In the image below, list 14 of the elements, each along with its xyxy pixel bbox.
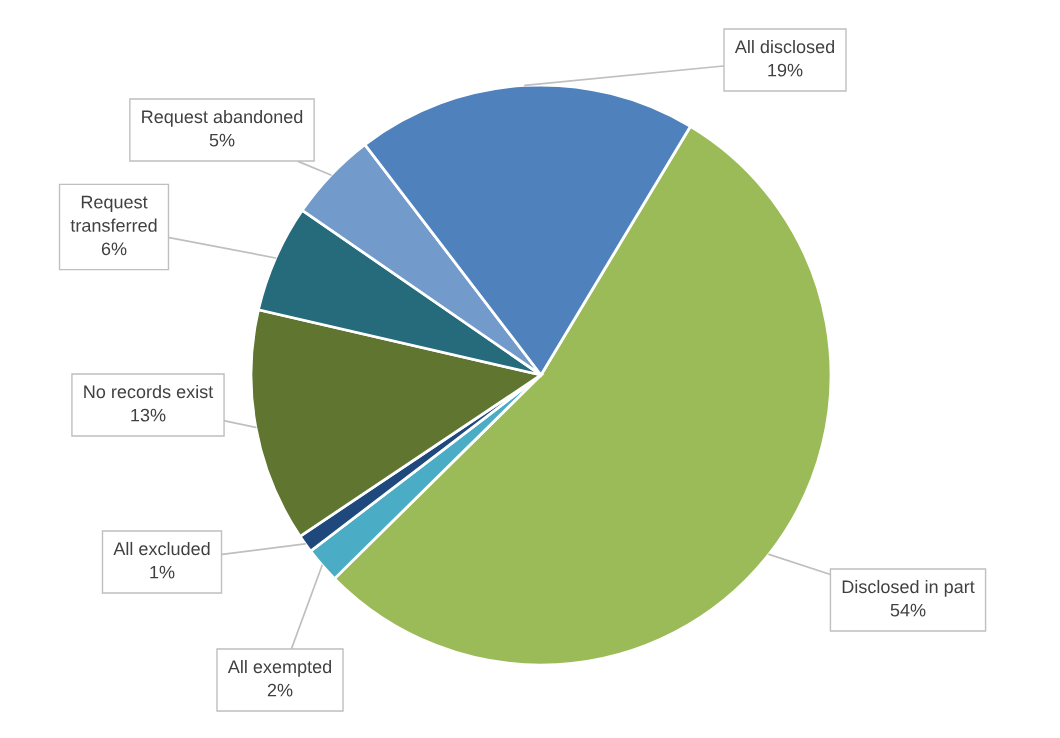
data-label: 1%: [150, 565, 175, 579]
slice-label: All excluded: [113, 541, 210, 556]
slice-label: No records exist: [84, 384, 214, 399]
data-label: 6%: [101, 242, 127, 256]
slice-label: Request abandoned: [142, 109, 303, 127]
data-label: 19%: [768, 63, 803, 77]
data-label: 2%: [267, 683, 293, 697]
data-label: 5%: [209, 133, 235, 147]
slice-label: Disclosed in part: [842, 579, 975, 597]
slice-label: All disclosed: [734, 39, 835, 54]
slice-label: All exempted: [227, 659, 332, 677]
slice-label: Request transferred: [70, 195, 157, 232]
data-label: 13%: [131, 408, 166, 422]
data-label: 54%: [890, 603, 926, 617]
